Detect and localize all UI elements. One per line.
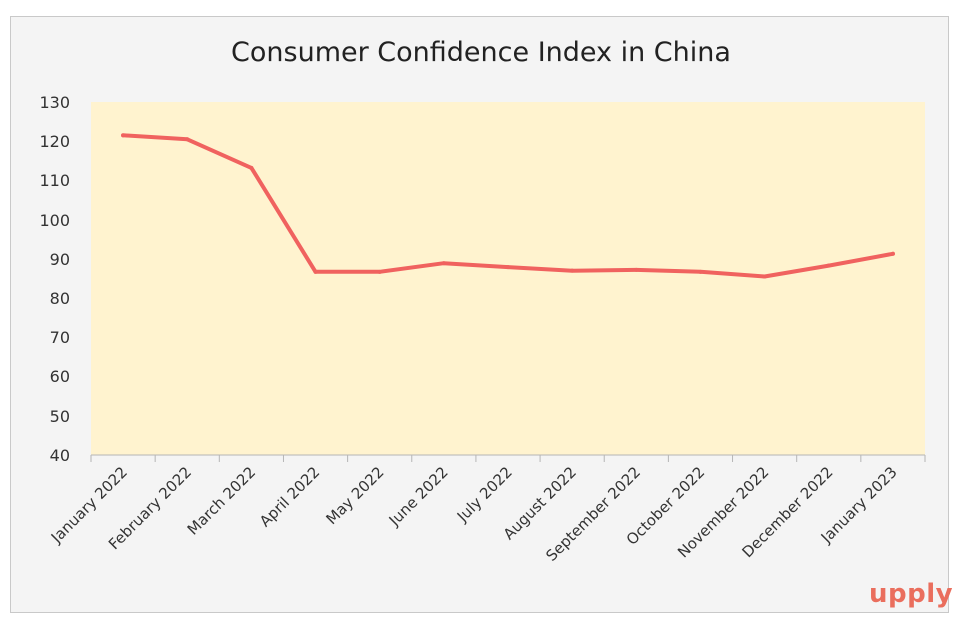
- data-point: [826, 263, 831, 268]
- y-tick-label: 90: [50, 250, 70, 269]
- data-point: [377, 269, 382, 274]
- y-tick-label: 120: [39, 132, 70, 151]
- data-point: [762, 274, 767, 279]
- plot-area: [91, 102, 925, 455]
- data-point: [441, 261, 446, 266]
- data-point: [570, 268, 575, 273]
- data-points: [121, 133, 895, 279]
- x-tick-label: March 2022: [184, 463, 259, 538]
- data-point: [698, 269, 703, 274]
- data-point: [249, 165, 254, 170]
- data-point: [890, 251, 895, 256]
- x-tick-label: May 2022: [323, 463, 388, 528]
- y-axis: 130 120 110 100 90 80 70 60 50 40: [39, 93, 70, 465]
- y-tick-label: 60: [50, 367, 70, 386]
- x-tick-label: April 2022: [256, 463, 323, 530]
- y-tick-label: 70: [50, 328, 70, 347]
- x-axis-ticks: [90, 455, 926, 462]
- x-tick-label: June 2022: [385, 463, 452, 530]
- data-point: [634, 267, 639, 272]
- y-tick-label: 80: [50, 289, 70, 308]
- data-point: [313, 269, 318, 274]
- y-tick-label: 130: [39, 93, 70, 112]
- y-tick-label: 100: [39, 211, 70, 230]
- upply-logo: upply: [869, 579, 954, 609]
- data-point: [185, 137, 190, 142]
- chart-title: Consumer Confidence Index in China: [231, 37, 731, 68]
- data-point: [506, 265, 510, 270]
- y-tick-label: 40: [50, 446, 70, 465]
- x-tick-label: July 2022: [453, 463, 516, 526]
- data-point: [121, 133, 126, 138]
- y-tick-label: 110: [39, 171, 70, 190]
- y-tick-label: 50: [50, 407, 70, 426]
